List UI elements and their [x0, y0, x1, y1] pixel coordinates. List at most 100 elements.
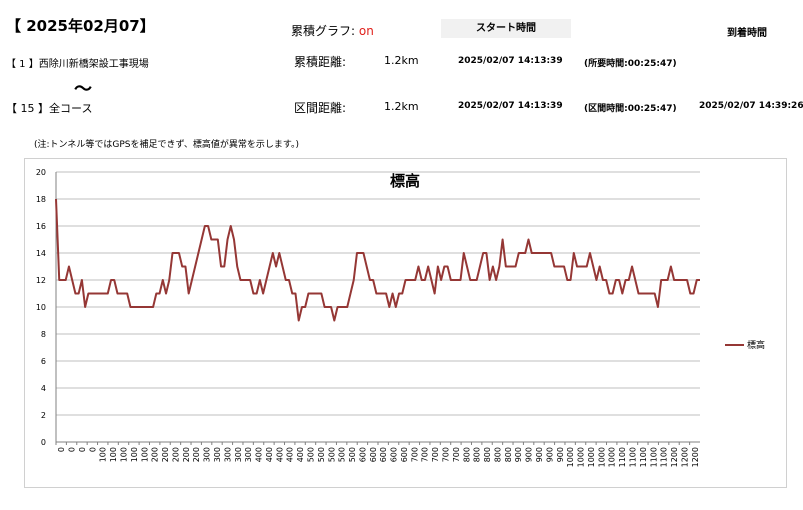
x-tick-label: 1000 [587, 447, 596, 467]
y-tick-label: 2 [41, 411, 46, 420]
x-tick-label: 1100 [649, 447, 658, 467]
chart-series [55, 198, 700, 322]
start-time-header: スタート時間 [441, 19, 571, 38]
arrival-time-header: 到着時間 [727, 28, 767, 39]
x-tick-label: 800 [504, 447, 513, 462]
y-tick-labels: 0 2 4 6 8 10 12 14 16 18 20 [36, 168, 46, 447]
x-tick-label: 300 [234, 447, 243, 462]
cumulative-graph-label: 累積グラフ: [291, 24, 356, 38]
x-tick-label: 700 [410, 447, 419, 462]
y-tick-label: 8 [41, 330, 46, 339]
cumulative-graph-value: on [358, 24, 374, 38]
y-tick-label: 16 [36, 222, 46, 231]
x-tick-label: 100 [120, 447, 129, 462]
legend-label: 標高 [747, 339, 765, 351]
x-tick-label: 400 [275, 447, 284, 462]
x-tick-label: 700 [442, 447, 451, 462]
x-tick-label: 1000 [597, 447, 606, 467]
x-tick-label: 1100 [639, 447, 648, 467]
x-tick-label: 700 [431, 447, 440, 462]
x-tick-label: 1000 [608, 447, 617, 467]
x-tick-label: 300 [203, 447, 212, 462]
x-tick-label: 900 [556, 447, 565, 462]
x-tick-label: 1100 [628, 447, 637, 467]
x-tick-label: 200 [192, 447, 201, 462]
range-tilde: 〜 [74, 79, 92, 100]
x-tick-label: 100 [109, 447, 118, 462]
series-line-elevation [55, 198, 700, 322]
x-tick-label: 800 [493, 447, 502, 462]
row1-start-time: 2025/02/07 14:13:39 [458, 56, 563, 66]
x-tick-labels: 0 0 0 0 100 100 100 100 100 200 200 200 200 200 300 300… [57, 447, 700, 467]
start-location: 【 1 】西除川新橋架設工事現場 [6, 59, 149, 70]
x-tick-label: 0 [68, 447, 77, 452]
x-tick-label: 1000 [566, 447, 575, 467]
y-tick-label: 4 [41, 384, 46, 393]
x-tick-label: 100 [130, 447, 139, 462]
chart-frame [24, 158, 787, 488]
x-tick-label: 1100 [618, 447, 627, 467]
x-tick-label: 100 [99, 447, 108, 462]
x-tick-label: 600 [369, 447, 378, 462]
x-tick-label: 800 [462, 447, 471, 462]
end-location: 【 15 】全コース [6, 102, 93, 115]
x-tick-label: 0 [78, 447, 87, 452]
x-tick-label: 200 [171, 447, 180, 462]
x-tick-label: 500 [327, 447, 336, 462]
x-tick-label: 400 [265, 447, 274, 462]
x-tick-label: 800 [483, 447, 492, 462]
cumulative-distance-value: 1.2km [384, 54, 419, 67]
chart-title: 標高 [390, 172, 420, 190]
y-tick-label: 18 [36, 195, 46, 204]
x-tick-label: 400 [296, 447, 305, 462]
y-tick-label: 20 [36, 168, 46, 177]
x-tick-label: 300 [213, 447, 222, 462]
x-tick-label: 900 [545, 447, 554, 462]
date-title: 【 2025年02月07】 [6, 17, 155, 35]
row2-start-time: 2025/02/07 14:13:39 [458, 101, 563, 111]
row2-duration: (区間時間:00:25:47) [584, 104, 677, 114]
x-tick-label: 1200 [691, 447, 700, 467]
section-distance-label: 区間距離: [294, 101, 347, 115]
row2-arrival-time: 2025/02/07 14:39:26 [699, 101, 803, 111]
chart-axes [55, 172, 700, 445]
x-tick-label: 1000 [577, 447, 586, 467]
x-tick-label: 500 [317, 447, 326, 462]
y-tick-label: 14 [36, 249, 46, 258]
cumulative-graph-indicator: 累積グラフ: on [291, 22, 374, 39]
x-tick-label: 900 [535, 447, 544, 462]
x-tick-label: 400 [255, 447, 264, 462]
y-tick-label: 0 [41, 438, 46, 447]
x-tick-label: 900 [514, 447, 523, 462]
x-tick-label: 600 [358, 447, 367, 462]
x-tick-label: 0 [57, 447, 66, 452]
x-tick-label: 200 [182, 447, 191, 462]
section-distance-value: 1.2km [384, 100, 419, 113]
x-tick-label: 300 [244, 447, 253, 462]
legend: 標高 [725, 339, 765, 351]
x-tick-label: 500 [348, 447, 357, 462]
x-tick-label: 400 [286, 447, 295, 462]
x-tick-label: 800 [473, 447, 482, 462]
x-tick-label: 1200 [680, 447, 689, 467]
y-tick-label: 12 [36, 276, 46, 285]
y-tick-label: 6 [41, 357, 46, 366]
x-tick-label: 900 [525, 447, 534, 462]
x-tick-label: 200 [151, 447, 160, 462]
x-tick-label: 500 [306, 447, 315, 462]
x-tick-label: 100 [140, 447, 149, 462]
x-tick-label: 600 [400, 447, 409, 462]
x-tick-label: 500 [338, 447, 347, 462]
x-tick-label: 300 [223, 447, 232, 462]
x-tick-label: 700 [421, 447, 430, 462]
x-tick-label: 600 [379, 447, 388, 462]
row1-duration: (所要時間:00:25:47) [584, 59, 677, 69]
x-tick-label: 200 [161, 447, 170, 462]
cumulative-distance-label: 累積距離: [294, 55, 347, 69]
gps-note: (注:トンネル等ではGPSを補足できず、標高値が異常を示します。) [34, 140, 299, 150]
x-tick-label: 0 [88, 447, 97, 452]
x-tick-label: 600 [390, 447, 399, 462]
y-tick-label: 10 [36, 303, 46, 312]
x-tick-label: 1100 [660, 447, 669, 467]
